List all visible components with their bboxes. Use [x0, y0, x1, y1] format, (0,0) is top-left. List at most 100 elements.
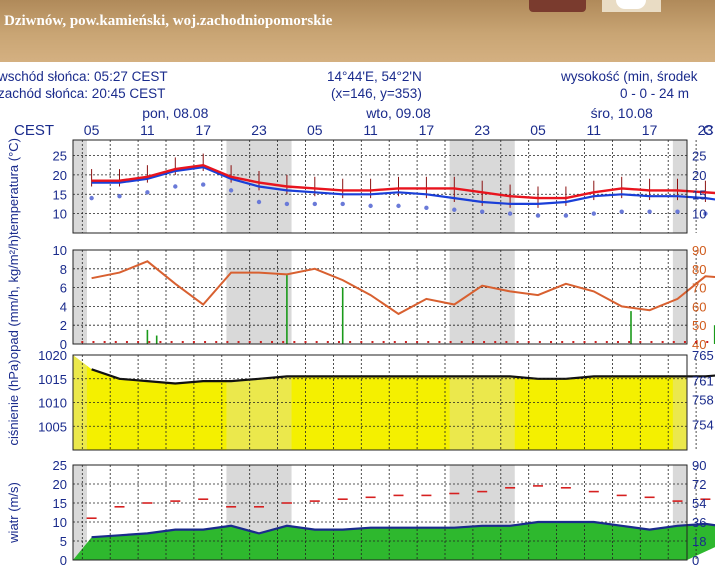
precip-zero-marker: [204, 341, 207, 343]
y-tick-label: 6: [60, 281, 67, 296]
y-tick-label: 0: [60, 337, 67, 352]
y-axis-title: temperatura (°C): [6, 138, 21, 235]
meteogram: 05111723051117230511172305pon, 08.08wto,…: [6, 105, 715, 568]
precip-zero-marker: [583, 341, 586, 343]
precip-zero-marker: [505, 341, 508, 343]
humidity-series-line: [91, 260, 715, 316]
y-tick-label-right: 20: [692, 168, 706, 183]
precip-zero-marker: [181, 341, 184, 343]
dewpoint-dot: [201, 182, 206, 187]
precip-zero-marker: [683, 341, 686, 343]
precip-zero-marker: [237, 341, 240, 343]
precip-zero-marker: [561, 341, 564, 343]
y-tick-label-right: 25: [692, 149, 706, 164]
y-tick-label-right: 60: [692, 299, 706, 314]
panel-background: [73, 140, 687, 233]
y-axis-title: ciśnienie (hPa): [6, 360, 21, 446]
hour-tick-label: 05: [530, 122, 546, 138]
dewpoint-dot: [480, 209, 485, 214]
y-tick-label-right: 36: [692, 515, 706, 530]
night-band: [73, 355, 87, 450]
hour-tick-label: 11: [363, 122, 378, 138]
hour-tick-label: 11: [587, 122, 602, 138]
precip-zero-marker: [706, 341, 709, 343]
dewpoint-dot: [117, 193, 122, 199]
dewpoint-dot: [424, 205, 429, 211]
y-tick-label-right: 761: [692, 373, 714, 388]
precip-zero-marker: [360, 341, 363, 343]
y-tick-label: 5: [60, 534, 67, 549]
y-tick-label-right: 70: [692, 281, 706, 296]
precip-zero-marker: [282, 341, 285, 343]
panel-border: [72, 249, 688, 345]
y-tick-label-right: 765: [692, 348, 714, 363]
y-tick-label: 2: [60, 318, 67, 333]
location-title: Dziwnów, pow.kamieński, woj.zachodniopom…: [4, 13, 333, 29]
dewpoint-dot: [703, 211, 708, 216]
y-tick-label-right: 10: [692, 207, 706, 222]
y-tick-label-right: 758: [692, 392, 714, 407]
precip-zero-marker: [159, 341, 162, 343]
dewpoint-dot: [173, 184, 178, 189]
wind-speed-series-line: [91, 520, 715, 539]
hour-tick-label: 23: [474, 122, 490, 138]
coordinates-text: 14°44'E, 54°2'N: [327, 69, 422, 84]
precip-zero-marker: [628, 341, 631, 343]
dewpoint-dot: [340, 201, 345, 207]
pressure-series-line: [91, 368, 715, 385]
precip-zero-marker: [494, 341, 497, 343]
precip-zero-marker: [639, 341, 642, 343]
precip-zero-marker: [226, 341, 229, 343]
precip-zero-marker: [148, 341, 151, 343]
y-tick-label-right: 90: [692, 458, 706, 473]
y-tick-label-right: 72: [692, 477, 706, 492]
precip-zero-marker: [81, 341, 84, 343]
timezone-label-right: C: [703, 122, 714, 139]
precip-zero-marker: [315, 341, 318, 343]
night-band: [73, 140, 87, 233]
precip-zero-marker: [103, 341, 106, 343]
precip-zero-marker: [92, 341, 95, 343]
panel-border: [72, 354, 688, 451]
precip-zero-marker: [293, 341, 296, 343]
temp-min-series-line: [91, 165, 715, 205]
precip-zero-marker: [538, 341, 541, 343]
dewpoint-dot: [591, 211, 596, 216]
precip-zero-marker: [572, 341, 575, 343]
y-tick-label-right: 80: [692, 262, 706, 277]
night-band: [73, 465, 87, 560]
book-icon[interactable]: [529, 0, 586, 12]
dewpoint-dot: [312, 201, 317, 207]
night-band: [672, 140, 687, 233]
precip-zero-marker: [438, 341, 441, 343]
precip-zero-marker: [427, 341, 430, 343]
y-tick-label: 20: [53, 168, 67, 183]
night-band: [449, 250, 515, 344]
hour-tick-label: 05: [307, 122, 323, 138]
y-tick-label: 8: [60, 262, 67, 277]
precip-zero-marker: [137, 341, 140, 343]
precip-zero-marker: [271, 341, 274, 343]
precip-zero-marker: [337, 341, 340, 343]
y-tick-label: 4: [60, 299, 67, 314]
y-tick-label-right: 0: [692, 553, 699, 568]
hour-tick-label: 23: [251, 122, 267, 138]
precip-zero-marker: [661, 341, 664, 343]
y-tick-label-right: 18: [692, 534, 706, 549]
precip-zero-marker: [125, 341, 128, 343]
hour-tick-label: 11: [140, 122, 155, 138]
dewpoint-dot: [507, 211, 513, 216]
y-tick-label: 25: [53, 149, 67, 164]
sunset-text: zachód słońca: 20:45 CEST: [0, 86, 166, 101]
dewpoint-dot: [535, 213, 541, 218]
y-tick-label: 0: [60, 553, 67, 568]
moon-icon[interactable]: [602, 0, 661, 12]
altitude-label: wysokość (min, środek: [561, 69, 698, 84]
y-tick-label: 20: [53, 477, 67, 492]
dewpoint-dot: [368, 203, 373, 209]
precip-zero-marker: [516, 341, 519, 343]
dewpoint-dot: [284, 201, 290, 207]
dewpoint-dot: [396, 203, 401, 209]
panel-background: [73, 250, 687, 344]
y-tick-label-right: 54: [692, 496, 706, 511]
